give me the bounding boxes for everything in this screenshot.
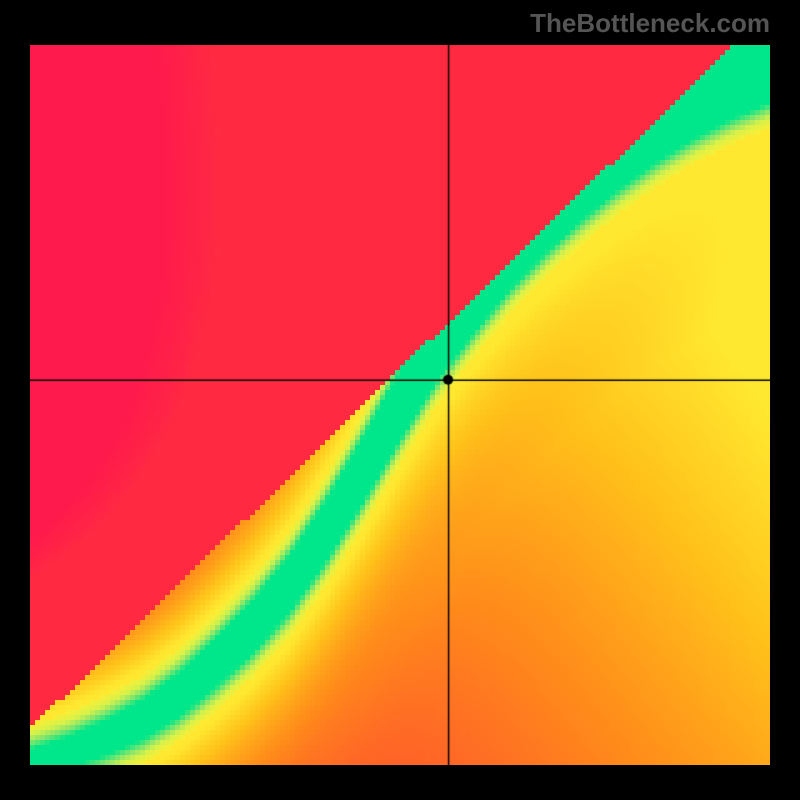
watermark-text: TheBottleneck.com [530, 8, 770, 39]
crosshair-overlay [30, 45, 770, 765]
chart-container: TheBottleneck.com [0, 0, 800, 800]
